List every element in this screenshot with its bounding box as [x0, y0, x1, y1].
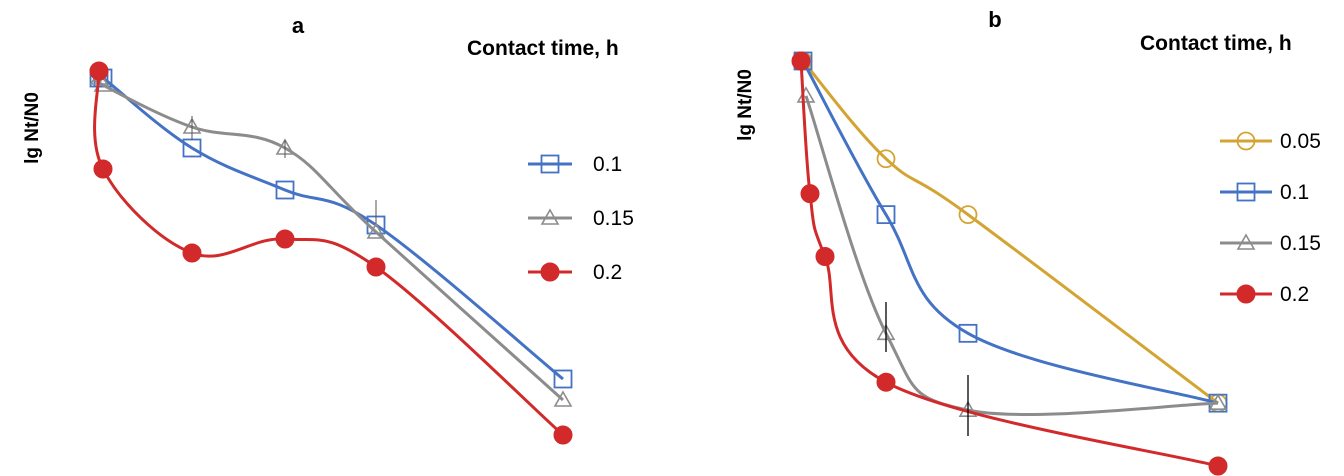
- legend-label-0.15: 0.15: [1280, 232, 1321, 255]
- legend-label-0.2: 0.2: [593, 261, 622, 284]
- legend-marker-0.2: [1236, 284, 1256, 304]
- series-line-0.05: [801, 60, 1219, 405]
- legend-marker-0.2: [540, 262, 560, 282]
- legend-marker-0.05: [1236, 131, 1256, 151]
- legend-marker-0.1: [1236, 182, 1256, 202]
- data-point-0.05-1: [876, 149, 896, 169]
- data-point-0.15-3: [1208, 393, 1228, 410]
- legend-entry-0.2: 0.2: [528, 261, 622, 284]
- legend-label-0.2: 0.2: [1280, 283, 1309, 306]
- data-point-0.15-5: [553, 390, 573, 407]
- panel-a-legend-title: Contact time, h: [467, 37, 619, 60]
- data-point-0.1-2: [958, 323, 978, 343]
- data-point-0.05-2: [958, 205, 978, 225]
- series-line-0.2: [93, 70, 565, 437]
- panel-b-y-axis-label: lg Nt/N0: [735, 69, 756, 141]
- data-point-0.2-4: [1208, 456, 1228, 476]
- panel-b-series-0.1: [793, 51, 1228, 413]
- data-point-0.1-5: [553, 369, 573, 389]
- legend-label-0.1: 0.1: [593, 153, 622, 176]
- data-point-0.2-1: [93, 159, 113, 179]
- panel-b-series-0.2: [791, 51, 1228, 476]
- panel-a-series-0.2: [89, 61, 573, 445]
- series-line-0.1: [801, 60, 1219, 405]
- panel-a-error-bars: [191, 116, 377, 224]
- legend-entry-0.15: 0.15: [1220, 232, 1321, 255]
- legend-label-0.15: 0.15: [593, 207, 634, 230]
- panel-b-error-bars: [885, 302, 969, 436]
- panel-b-label: b: [988, 7, 1001, 32]
- panel-a-y-axis-label: lg Nt/N0: [22, 92, 43, 164]
- data-point-0.2-2: [815, 247, 835, 267]
- series-line-0.15: [804, 95, 1219, 417]
- series-line-0.2: [799, 60, 1219, 468]
- series-line-0.15: [93, 76, 565, 402]
- panel-b-series-0.05: [793, 51, 1228, 413]
- panel-b-legend-title: Contact time, h: [1140, 32, 1292, 55]
- panel-b: b lg Nt/N0 Contact time, h 0.050.10.150.…: [735, 7, 1321, 476]
- legend-marker-0.15: [1236, 233, 1256, 250]
- data-point-0.2-0: [89, 61, 109, 81]
- legend-label-0.1: 0.1: [1280, 181, 1309, 204]
- legend-label-0.05: 0.05: [1280, 130, 1321, 153]
- panel-a: a lg Nt/N0 Contact time, h 0.1 0.15 0.2: [22, 13, 634, 445]
- legend-entry-0.1: 0.1: [528, 153, 622, 176]
- data-point-0.2-3: [876, 372, 896, 392]
- legend-entry-0.2: 0.2: [1220, 283, 1309, 306]
- legend-entry-0.05: 0.05: [1220, 130, 1321, 153]
- data-point-0.1-1: [876, 205, 896, 225]
- data-point-0.15-4: [366, 222, 386, 239]
- data-point-0.2-3: [275, 229, 295, 249]
- data-point-0.1-3: [275, 180, 295, 200]
- panel-a-legend: 0.1 0.15 0.2: [528, 153, 634, 284]
- data-point-0.2-0: [791, 51, 811, 71]
- data-point-0.2-2: [182, 243, 202, 263]
- data-point-0.2-4: [366, 257, 386, 277]
- legend-marker-0.15: [540, 208, 560, 225]
- legend-marker-0.1: [540, 154, 560, 174]
- series-line-0.1: [93, 70, 564, 381]
- panel-a-series-0.1: [89, 68, 573, 389]
- panel-a-label: a: [292, 13, 305, 38]
- data-point-0.2-5: [553, 425, 573, 445]
- legend-entry-0.1: 0.1: [1220, 181, 1309, 204]
- data-point-0.2-1: [800, 184, 820, 204]
- panel-a-plot: [89, 61, 573, 445]
- legend-entry-0.15: 0.15: [528, 207, 634, 230]
- panel-b-legend: 0.05 0.1 0.15 0.2: [1220, 130, 1321, 306]
- panel-b-plot: [791, 51, 1228, 476]
